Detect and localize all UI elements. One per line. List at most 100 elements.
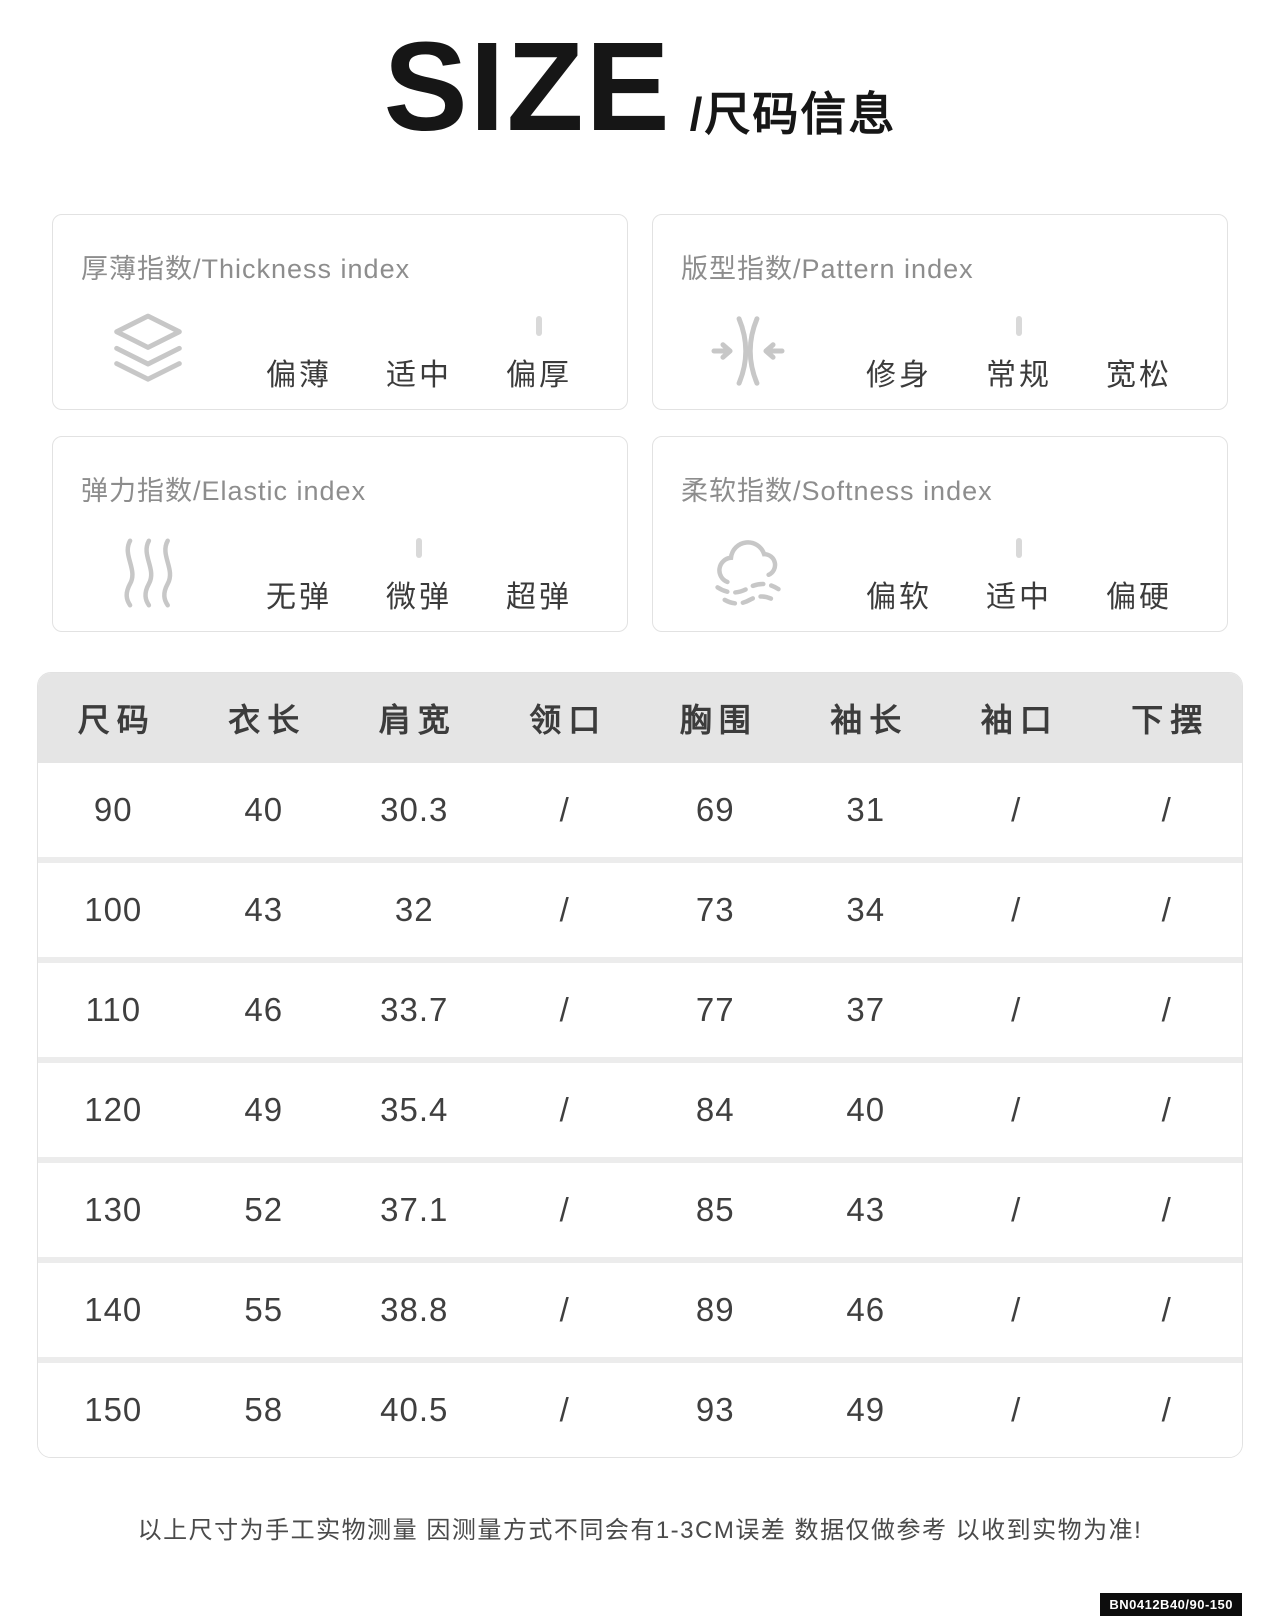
measure-cell: 37 [846, 991, 886, 1028]
softness-option-medium: 适中 [959, 538, 1079, 616]
selection-tick [1016, 316, 1022, 336]
measure-cell: 40 [846, 1091, 886, 1128]
sku-badge: BN0412B40/90-150 [1100, 1593, 1242, 1616]
measure-cell: / [1161, 891, 1172, 928]
measure-cell: 40.5 [380, 1391, 449, 1428]
measure-cell: / [1011, 1291, 1022, 1328]
page-title: SIZE /尺码信息 [0, 24, 1280, 150]
measure-cell: 73 [695, 891, 735, 928]
measure-cell: 85 [695, 1191, 735, 1228]
thickness-option-thick: 偏厚 [479, 316, 599, 394]
measure-cell: 58 [244, 1391, 284, 1428]
size-cell: 120 [84, 1091, 143, 1128]
measure-cell: 84 [695, 1091, 735, 1128]
column-header: 袖长 [830, 702, 909, 738]
measure-cell: / [559, 1291, 570, 1328]
measure-cell: / [559, 791, 570, 828]
measure-cell: / [559, 1391, 570, 1428]
thickness-index-title: 厚薄指数/Thickness index [81, 254, 411, 284]
pattern-index-title: 版型指数/Pattern index [681, 254, 974, 284]
table-row: 140 55 38.8 / 89 46 / / [38, 1257, 1242, 1357]
measure-cell: 31 [846, 791, 886, 828]
selection-tick [416, 538, 422, 558]
column-header: 下摆 [1131, 702, 1210, 738]
column-header: 肩宽 [378, 702, 457, 738]
elastic-option-slight: 微弹 [359, 538, 479, 616]
measure-cell: 35.4 [380, 1091, 449, 1128]
index-boxes: 厚薄指数/Thickness index 偏薄 适中 [52, 214, 1228, 632]
size-cell: 110 [85, 991, 142, 1028]
measure-cell: / [1011, 1091, 1022, 1128]
pattern-option-loose: 宽松 [1106, 359, 1172, 392]
pattern-index-box: 版型指数/Pattern index 修身 常规 [652, 214, 1228, 410]
measure-cell: / [559, 991, 570, 1028]
measure-cell: 93 [695, 1391, 735, 1428]
measure-cell: / [1161, 1091, 1172, 1128]
elastic-index-box: 弹力指数/Elastic index 无弹 微弹 [52, 436, 628, 632]
measure-cell: 49 [244, 1091, 284, 1128]
measure-cell: 34 [846, 891, 886, 928]
title-sub: /尺码信息 [689, 88, 897, 140]
size-cell: 140 [84, 1291, 143, 1328]
title-main: SIZE [383, 16, 672, 157]
column-header: 袖口 [980, 702, 1059, 738]
softness-index-box: 柔软指数/Softness index 偏软 适中 [652, 436, 1228, 632]
measure-cell: / [1011, 991, 1022, 1028]
elastic-option-none: 无弹 [266, 581, 332, 614]
waves-icon [81, 530, 239, 616]
measure-cell: 43 [846, 1191, 886, 1228]
pattern-option-regular: 常规 [959, 316, 1079, 394]
measure-cell: / [559, 1191, 570, 1228]
size-table-header: 尺码 衣长 肩宽 领口 胸围 袖长 袖口 下摆 [38, 673, 1242, 763]
softness-index-title: 柔软指数/Softness index [681, 476, 993, 506]
measure-cell: 32 [394, 891, 434, 928]
table-row: 120 49 35.4 / 84 40 / / [38, 1057, 1242, 1157]
measure-cell: 89 [695, 1291, 735, 1328]
measurement-disclaimer: 以上尺寸为手工实物测量 因测量方式不同会有1-3CM误差 数据仅做参考 以收到实… [137, 1517, 1143, 1544]
measure-cell: 43 [244, 891, 284, 928]
measure-cell: / [1161, 1391, 1172, 1428]
table-row: 100 43 32 / 73 34 / / [38, 857, 1242, 957]
measure-cell: 46 [846, 1291, 886, 1328]
measure-cell: / [1011, 1191, 1022, 1228]
column-header: 尺码 [77, 702, 156, 738]
table-row: 90 40 30.3 / 69 31 / / [38, 763, 1242, 857]
size-cell: 130 [84, 1191, 143, 1228]
measure-cell: / [1161, 991, 1172, 1028]
measure-cell: / [1161, 791, 1172, 828]
size-table: 尺码 衣长 肩宽 领口 胸围 袖长 袖口 下摆 90 40 30.3 / 69 31 / / 100 43 32 /… [37, 672, 1243, 1458]
selection-tick [1016, 538, 1022, 558]
column-header: 衣长 [228, 702, 307, 738]
elastic-option-super: 超弹 [506, 581, 572, 614]
measure-cell: 55 [244, 1291, 284, 1328]
measure-cell: / [1011, 891, 1022, 928]
column-header: 领口 [529, 702, 608, 738]
thickness-index-box: 厚薄指数/Thickness index 偏薄 适中 [52, 214, 628, 410]
size-cell: 90 [93, 791, 133, 828]
size-cell: 150 [84, 1391, 143, 1428]
size-cell: 100 [84, 891, 143, 928]
measure-cell: 37.1 [380, 1191, 449, 1228]
measure-cell: 69 [695, 791, 735, 828]
measure-cell: 30.3 [380, 791, 449, 828]
measure-cell: / [559, 891, 570, 928]
measure-cell: 52 [244, 1191, 284, 1228]
selection-tick [536, 316, 542, 336]
measure-cell: 33.7 [380, 991, 449, 1028]
table-row: 130 52 37.1 / 85 43 / / [38, 1157, 1242, 1257]
softness-option-soft: 偏软 [866, 581, 932, 614]
measure-cell: 40 [244, 791, 284, 828]
measure-cell: 46 [244, 991, 284, 1028]
layers-icon [81, 308, 239, 394]
size-table-body: 90 40 30.3 / 69 31 / / 100 43 32 / 73 34 / / 110 46 33.7 / 7… [38, 763, 1242, 1457]
elastic-index-title: 弹力指数/Elastic index [81, 476, 367, 506]
measure-cell: / [559, 1091, 570, 1128]
cloud-icon [681, 530, 839, 616]
table-row: 150 58 40.5 / 93 49 / / [38, 1357, 1242, 1457]
compress-icon [681, 308, 839, 394]
softness-option-hard: 偏硬 [1106, 581, 1172, 614]
measure-cell: 49 [846, 1391, 886, 1428]
thickness-option-thin: 偏薄 [266, 359, 332, 392]
column-header: 胸围 [679, 702, 758, 738]
measure-cell: 77 [695, 991, 735, 1028]
